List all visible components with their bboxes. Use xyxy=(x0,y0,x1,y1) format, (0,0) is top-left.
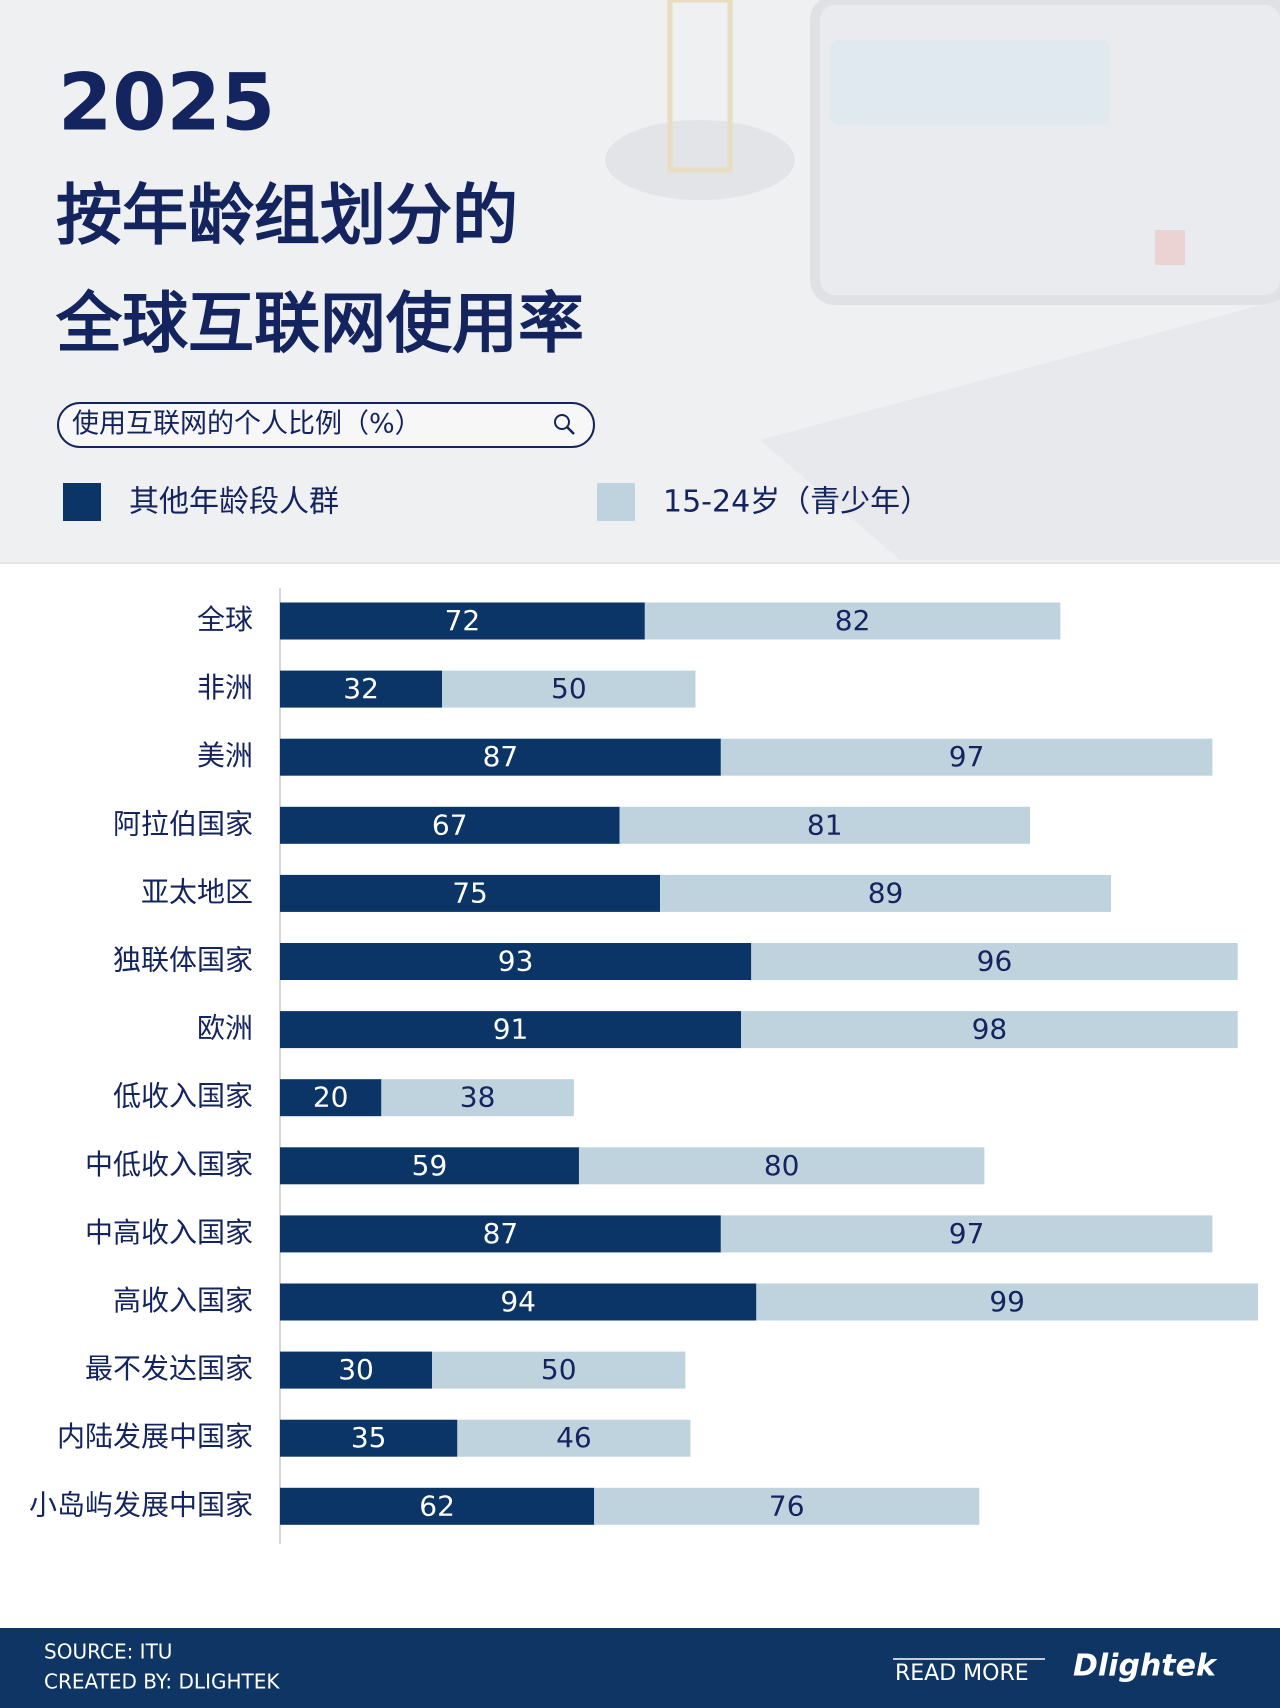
title: 按年龄组划分的 xyxy=(56,177,518,254)
y-tick-label: 美洲 xyxy=(197,739,253,772)
data-label: 81 xyxy=(807,808,843,841)
data-label: 38 xyxy=(460,1081,496,1114)
data-label: 50 xyxy=(551,672,587,705)
bar-segment xyxy=(720,1215,1213,1253)
y-tick-label: 低收入国家 xyxy=(113,1080,253,1113)
year: 2025 xyxy=(58,58,275,148)
bar-segment xyxy=(720,738,1213,776)
data-label: 97 xyxy=(949,1217,985,1250)
search-icon xyxy=(566,426,575,435)
source: SOURCE: ITU xyxy=(44,1640,172,1664)
data-label: 32 xyxy=(343,672,379,705)
data-label: 76 xyxy=(769,1489,805,1522)
data-label: 50 xyxy=(541,1353,577,1386)
bar-segment xyxy=(280,1351,433,1389)
bar-segment xyxy=(280,1487,595,1525)
read-more[interactable]: READ MORE xyxy=(895,1661,1029,1686)
legend-label: 15-24岁（青少年） xyxy=(663,485,930,520)
bar-segment xyxy=(280,1147,579,1185)
y-tick-label: 最不发达国家 xyxy=(85,1352,253,1385)
brand[interactable]: Dlightek xyxy=(1073,1649,1218,1684)
data-label: 97 xyxy=(949,740,985,773)
y-tick-label: 中高收入国家 xyxy=(85,1216,253,1249)
data-label: 59 xyxy=(412,1149,448,1182)
bar-segment xyxy=(280,738,721,776)
footer-background xyxy=(0,1628,1280,1708)
bar-segment xyxy=(280,943,752,980)
title: 全球互联网使用率 xyxy=(55,285,584,362)
bar-segment xyxy=(578,1147,985,1185)
data-label: 91 xyxy=(493,1013,529,1046)
bar-segment xyxy=(280,1283,757,1321)
data-label: 80 xyxy=(764,1149,800,1182)
bar-segment xyxy=(280,1419,458,1457)
bar-segment xyxy=(280,806,620,844)
bar-segment xyxy=(644,602,1061,640)
legend-swatch xyxy=(63,483,101,521)
bar-segment xyxy=(280,602,645,640)
data-label: 30 xyxy=(338,1353,374,1386)
search-icon xyxy=(554,414,570,430)
bar-segment xyxy=(280,1215,721,1253)
data-label: 75 xyxy=(452,876,488,909)
legend-label: 其他年龄段人群 xyxy=(129,485,339,520)
y-tick-label: 全球 xyxy=(197,603,253,636)
legend-swatch xyxy=(597,483,635,521)
bar-segment xyxy=(741,1011,1238,1049)
y-tick-label: 独联体国家 xyxy=(113,944,253,977)
bar-segment xyxy=(660,874,1112,912)
data-label: 99 xyxy=(989,1285,1025,1318)
data-label: 87 xyxy=(483,740,519,773)
bar-segment xyxy=(619,806,1030,844)
bar-segment xyxy=(280,1011,742,1049)
bar-segment xyxy=(442,670,696,708)
axis-label: 使用互联网的个人比例（%） xyxy=(72,409,422,440)
bar-segment xyxy=(381,1079,574,1117)
y-tick-label: 中低收入国家 xyxy=(85,1148,253,1181)
data-label: 72 xyxy=(445,604,481,637)
bar-segment xyxy=(751,943,1238,980)
y-tick-label: 高收入国家 xyxy=(113,1284,253,1317)
decoration xyxy=(605,0,1280,560)
y-tick-label: 小岛屿发展中国家 xyxy=(29,1488,253,1521)
data-label: 98 xyxy=(972,1013,1008,1046)
data-label: 35 xyxy=(351,1421,387,1454)
data-label: 87 xyxy=(483,1217,519,1250)
data-label: 20 xyxy=(313,1081,349,1114)
data-label: 94 xyxy=(500,1285,536,1318)
bar-segment xyxy=(280,1079,382,1117)
bar-segment xyxy=(432,1351,686,1389)
y-tick-label: 欧洲 xyxy=(197,1012,253,1045)
bar-segment xyxy=(280,670,443,708)
search-box xyxy=(57,402,595,448)
divider xyxy=(0,562,1280,564)
bar-segment xyxy=(280,874,661,912)
y-tick-label: 亚太地区 xyxy=(141,875,253,908)
data-label: 46 xyxy=(556,1421,592,1454)
y-tick-label: 阿拉伯国家 xyxy=(113,807,253,840)
data-label: 67 xyxy=(432,808,468,841)
y-tick-label: 非洲 xyxy=(197,671,253,704)
bar-segment xyxy=(594,1487,980,1525)
data-label: 62 xyxy=(419,1489,455,1522)
bar-segment xyxy=(756,1283,1258,1321)
y-tick-label: 内陆发展中国家 xyxy=(57,1420,253,1453)
data-label: 89 xyxy=(868,876,904,909)
data-label: 93 xyxy=(498,945,534,978)
data-label: 82 xyxy=(835,604,871,637)
bar-segment xyxy=(457,1419,691,1457)
credit: CREATED BY: DLIGHTEK xyxy=(44,1670,280,1694)
data-label: 96 xyxy=(977,945,1013,978)
